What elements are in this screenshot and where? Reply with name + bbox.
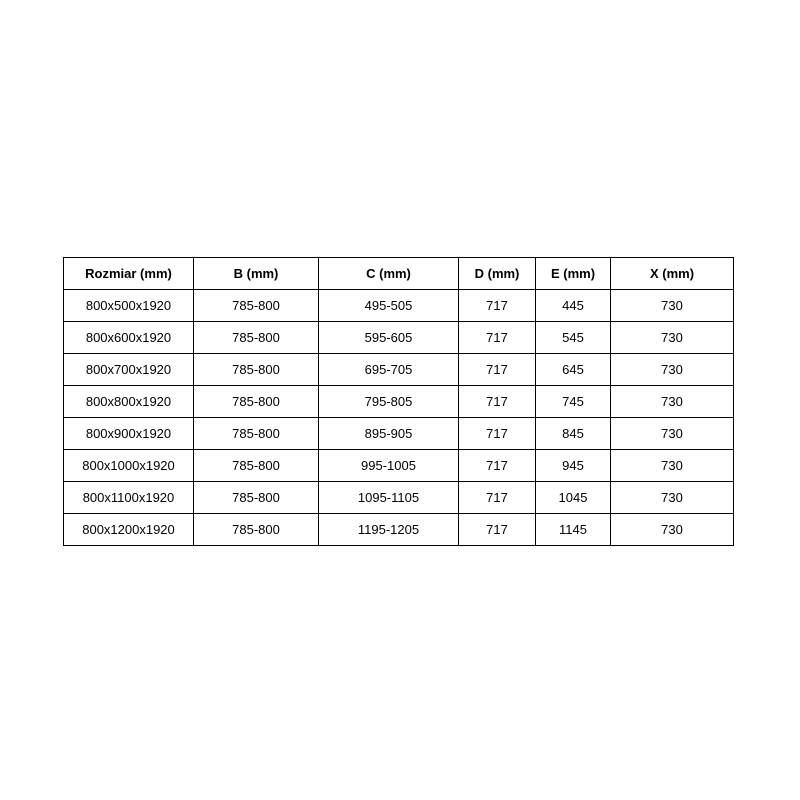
table-cell: 800x600x1920 (63, 321, 194, 354)
table-cell: 717 (458, 481, 536, 514)
table-cell: 800x700x1920 (63, 353, 194, 386)
table-cell: 800x1100x1920 (63, 481, 194, 514)
table-cell: 717 (458, 513, 536, 546)
table-cell: 730 (610, 353, 734, 386)
table-cell: 730 (610, 321, 734, 354)
table-row: 800x500x1920 785-800 495-505 717 445 730 (63, 289, 734, 322)
table-cell: 895-905 (318, 417, 459, 450)
table-cell: 800x900x1920 (63, 417, 194, 450)
column-header-x: X (mm) (610, 257, 734, 290)
table-cell: 495-505 (318, 289, 459, 322)
table-row: 800x900x1920 785-800 895-905 717 845 730 (63, 417, 734, 450)
table-cell: 845 (535, 417, 611, 450)
column-header-b: B (mm) (193, 257, 319, 290)
table-cell: 1195-1205 (318, 513, 459, 546)
table-cell: 1095-1105 (318, 481, 459, 514)
table-cell: 717 (458, 449, 536, 482)
table-cell: 730 (610, 417, 734, 450)
table-cell: 730 (610, 513, 734, 546)
table-cell: 785-800 (193, 417, 319, 450)
table-cell: 730 (610, 449, 734, 482)
table-cell: 785-800 (193, 385, 319, 418)
table-cell: 1145 (535, 513, 611, 546)
table-row: 800x700x1920 785-800 695-705 717 645 730 (63, 353, 734, 386)
table-cell: 785-800 (193, 449, 319, 482)
table-row: 800x1200x1920 785-800 1195-1205 717 1145… (63, 513, 734, 546)
column-header-rozmiar: Rozmiar (mm) (63, 257, 194, 290)
table-cell: 785-800 (193, 321, 319, 354)
table-row: 800x800x1920 785-800 795-805 717 745 730 (63, 385, 734, 418)
table-cell: 945 (535, 449, 611, 482)
table-row: 800x1000x1920 785-800 995-1005 717 945 7… (63, 449, 734, 482)
table-cell: 717 (458, 353, 536, 386)
table-cell: 800x800x1920 (63, 385, 194, 418)
table-cell: 730 (610, 385, 734, 418)
table-cell: 800x1200x1920 (63, 513, 194, 546)
table-cell: 717 (458, 289, 536, 322)
table-cell: 717 (458, 321, 536, 354)
table-cell: 785-800 (193, 513, 319, 546)
table-cell: 995-1005 (318, 449, 459, 482)
table-cell: 1045 (535, 481, 611, 514)
column-header-d: D (mm) (458, 257, 536, 290)
table-cell: 795-805 (318, 385, 459, 418)
table-cell: 445 (535, 289, 611, 322)
header-row: Rozmiar (mm) B (mm) C (mm) D (mm) E (mm)… (63, 257, 734, 290)
table-cell: 545 (535, 321, 611, 354)
table-cell: 717 (458, 417, 536, 450)
table-cell: 800x500x1920 (63, 289, 194, 322)
table-cell: 785-800 (193, 481, 319, 514)
table-cell: 645 (535, 353, 611, 386)
table-cell: 695-705 (318, 353, 459, 386)
table-cell: 800x1000x1920 (63, 449, 194, 482)
table-cell: 785-800 (193, 353, 319, 386)
table-row: 800x600x1920 785-800 595-605 717 545 730 (63, 321, 734, 354)
column-header-e: E (mm) (535, 257, 611, 290)
table-cell: 717 (458, 385, 536, 418)
table-cell: 730 (610, 481, 734, 514)
table-cell: 745 (535, 385, 611, 418)
size-table: Rozmiar (mm) B (mm) C (mm) D (mm) E (mm)… (63, 257, 734, 546)
column-header-c: C (mm) (318, 257, 459, 290)
table-cell: 785-800 (193, 289, 319, 322)
table-cell: 595-605 (318, 321, 459, 354)
table-row: 800x1100x1920 785-800 1095-1105 717 1045… (63, 481, 734, 514)
table-cell: 730 (610, 289, 734, 322)
